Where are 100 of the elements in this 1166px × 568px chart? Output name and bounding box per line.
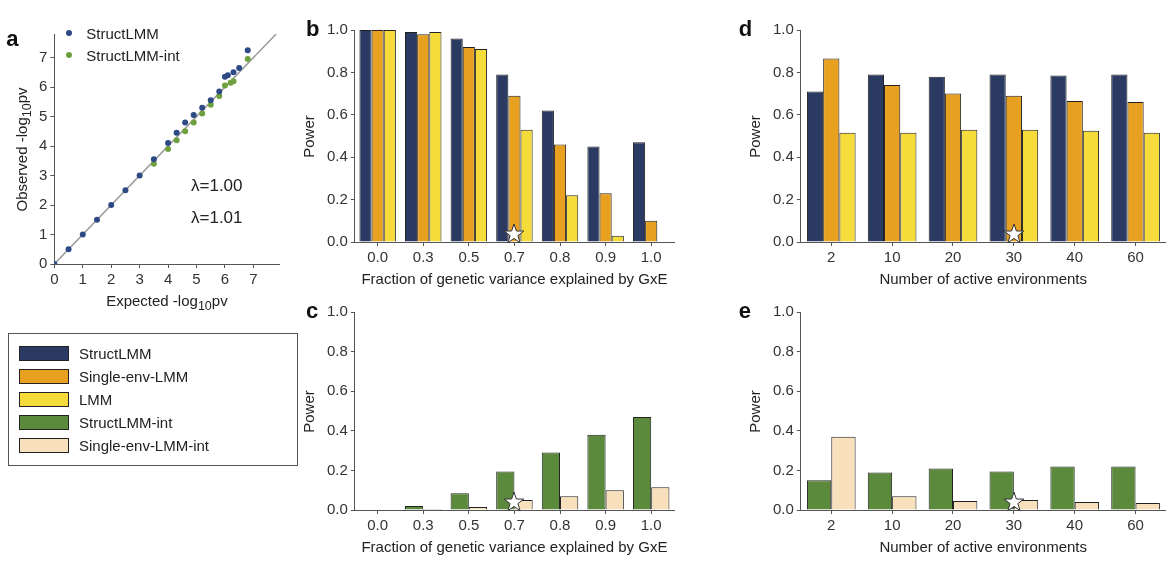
y-tick-label: 0.2 (326, 189, 348, 207)
x-tick-label: 0.5 (458, 248, 480, 266)
y-tick-label: 1.0 (326, 302, 348, 320)
x-tick-label: 20 (944, 248, 962, 266)
point (190, 119, 197, 126)
x-tick-label: 0.0 (367, 516, 389, 534)
x-tick-label: 30 (1005, 516, 1023, 534)
point (230, 69, 237, 76)
y-tick-label: 1 (39, 224, 48, 242)
x-axis-title: Fraction of genetic variance explained by GxE (361, 270, 668, 287)
point (236, 64, 243, 71)
chart-title: e (738, 298, 752, 324)
legend-label: Single-env-LMM-int (79, 437, 210, 454)
point (216, 88, 223, 95)
y-tick-label: 1.0 (772, 302, 794, 320)
x-tick-label: 0.8 (549, 248, 571, 266)
x-axis-title: Number of active environments (879, 270, 1088, 287)
x-tick-label: 0 (50, 270, 59, 288)
point (244, 47, 251, 54)
y-axis-title: Power (300, 389, 318, 433)
y-tick-label: 2 (39, 195, 48, 213)
y-tick-label: 4 (39, 136, 48, 154)
x-tick-label: 2 (827, 516, 836, 534)
point (207, 97, 214, 104)
x-tick-label: 0.7 (504, 248, 525, 266)
point (173, 129, 180, 136)
point (207, 101, 214, 108)
x-tick-label: 6 (220, 270, 230, 288)
x-tick-label: 0.8 (549, 516, 571, 534)
y-tick-label: 0.0 (326, 232, 348, 250)
chart-title: d (738, 16, 753, 42)
y-tick-label: 0.6 (326, 104, 348, 122)
legend-label: LMM (79, 391, 113, 408)
point (150, 160, 157, 167)
y-tick-label: 3 (39, 165, 48, 183)
legend-label: StructLMM (86, 24, 159, 42)
legend-label: StructLMM-int (79, 414, 173, 431)
point (199, 110, 206, 117)
annotation: λ=1.01 (191, 207, 243, 227)
y-tick-label: 0.6 (326, 381, 348, 399)
x-tick-label: 1.0 (640, 516, 662, 534)
x-tick-label: 40 (1066, 248, 1084, 266)
legend-label: Single-env-LMM (79, 368, 189, 385)
x-tick-label: 2 (107, 270, 116, 288)
y-tick-label: 0.4 (772, 420, 794, 438)
point (199, 104, 206, 111)
y-tick-label: 1.0 (772, 20, 794, 38)
y-tick-label: 0.8 (326, 341, 348, 359)
x-tick-label: 3 (135, 270, 144, 288)
x-tick-label: 7 (249, 270, 258, 288)
x-axis-title: Fraction of genetic variance explained by GxE (361, 538, 668, 555)
y-tick-label: 0.2 (326, 460, 348, 478)
x-tick-label: 1 (78, 270, 87, 288)
x-tick-label: 0.7 (504, 516, 525, 534)
point (221, 82, 228, 89)
y-tick-label: 0.8 (772, 62, 794, 80)
y-tick-label: 0.4 (326, 147, 348, 165)
x-tick-label: 0.3 (412, 248, 434, 266)
x-tick-label: 10 (883, 516, 901, 534)
x-axis-title: Number of active environments (879, 538, 1088, 555)
x-axis-title: Expected -log$_{10}$pv (106, 292, 228, 313)
point (79, 231, 86, 238)
legend-label: StructLMM-int (86, 46, 180, 64)
x-tick-label: 10 (883, 248, 901, 266)
x-tick-label: 20 (944, 516, 962, 534)
point (165, 146, 172, 152)
x-tick-label: 0.9 (595, 248, 617, 266)
y-tick-label: 1.0 (326, 20, 348, 38)
x-tick-label: 0.3 (412, 516, 434, 534)
y-axis-title: Power (746, 389, 764, 433)
x-tick-label: 0.5 (458, 516, 480, 534)
annotation: λ=1.00 (191, 175, 243, 195)
x-tick-label: 2 (827, 248, 836, 266)
y-tick-label: 0.8 (772, 341, 794, 359)
x-tick-label: 40 (1066, 516, 1084, 534)
y-tick-label: 0.6 (772, 104, 794, 122)
x-tick-label: 5 (192, 270, 201, 288)
point (190, 112, 197, 119)
point (173, 137, 180, 144)
point (244, 56, 251, 63)
point (165, 140, 172, 147)
chart-title: a (6, 26, 19, 52)
x-tick-label: 4 (163, 270, 173, 288)
point (122, 187, 129, 194)
point (136, 172, 143, 179)
y-tick-label: 0.6 (772, 381, 794, 399)
y-tick-label: 0.8 (326, 62, 348, 80)
x-tick-label: 0.0 (367, 248, 389, 266)
y-axis-title: Power (300, 114, 318, 158)
x-tick-label: 1.0 (640, 248, 662, 266)
y-tick-label: 5 (39, 106, 48, 124)
y-tick-label: 0.2 (772, 460, 794, 478)
y-tick-label: 0.2 (772, 189, 794, 207)
y-tick-label: 0.0 (772, 500, 794, 518)
point (108, 202, 115, 209)
x-tick-label: 60 (1127, 516, 1144, 534)
x-tick-label: 0.9 (595, 516, 617, 534)
y-tick-label: 0.4 (326, 420, 348, 438)
chart-title: c (306, 298, 319, 324)
x-tick-label: 60 (1127, 248, 1144, 266)
